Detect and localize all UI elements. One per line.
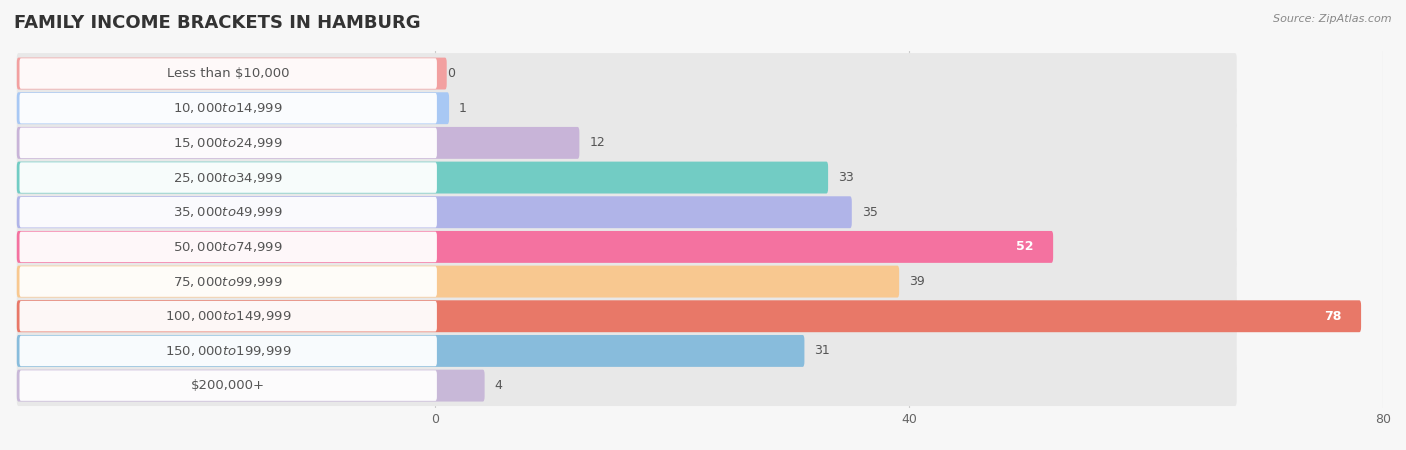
FancyBboxPatch shape bbox=[17, 296, 1237, 337]
FancyBboxPatch shape bbox=[17, 231, 1053, 263]
Text: $10,000 to $14,999: $10,000 to $14,999 bbox=[173, 101, 283, 115]
Text: $100,000 to $149,999: $100,000 to $149,999 bbox=[165, 309, 291, 323]
FancyBboxPatch shape bbox=[20, 301, 437, 332]
FancyBboxPatch shape bbox=[17, 192, 1237, 233]
FancyBboxPatch shape bbox=[17, 53, 1237, 94]
Text: 1: 1 bbox=[460, 102, 467, 115]
Text: FAMILY INCOME BRACKETS IN HAMBURG: FAMILY INCOME BRACKETS IN HAMBURG bbox=[14, 14, 420, 32]
Text: 78: 78 bbox=[1324, 310, 1341, 323]
FancyBboxPatch shape bbox=[20, 58, 437, 89]
FancyBboxPatch shape bbox=[20, 266, 437, 297]
FancyBboxPatch shape bbox=[17, 365, 1237, 406]
FancyBboxPatch shape bbox=[17, 196, 852, 228]
FancyBboxPatch shape bbox=[20, 336, 437, 366]
Text: 35: 35 bbox=[862, 206, 877, 219]
Text: $50,000 to $74,999: $50,000 to $74,999 bbox=[173, 240, 283, 254]
FancyBboxPatch shape bbox=[20, 197, 437, 228]
Text: 12: 12 bbox=[589, 136, 605, 149]
FancyBboxPatch shape bbox=[17, 300, 1361, 332]
FancyBboxPatch shape bbox=[17, 122, 1237, 163]
Text: 31: 31 bbox=[814, 344, 830, 357]
Text: $35,000 to $49,999: $35,000 to $49,999 bbox=[173, 205, 283, 219]
FancyBboxPatch shape bbox=[20, 232, 437, 262]
Text: 39: 39 bbox=[910, 275, 925, 288]
Text: Source: ZipAtlas.com: Source: ZipAtlas.com bbox=[1274, 14, 1392, 23]
FancyBboxPatch shape bbox=[17, 157, 1237, 198]
Text: 52: 52 bbox=[1017, 240, 1033, 253]
FancyBboxPatch shape bbox=[20, 370, 437, 401]
FancyBboxPatch shape bbox=[17, 261, 1237, 302]
FancyBboxPatch shape bbox=[17, 88, 1237, 129]
Text: $150,000 to $199,999: $150,000 to $199,999 bbox=[165, 344, 291, 358]
FancyBboxPatch shape bbox=[20, 93, 437, 123]
Text: Less than $10,000: Less than $10,000 bbox=[167, 67, 290, 80]
FancyBboxPatch shape bbox=[17, 162, 828, 194]
FancyBboxPatch shape bbox=[17, 92, 449, 124]
Text: 0: 0 bbox=[447, 67, 456, 80]
FancyBboxPatch shape bbox=[17, 226, 1237, 267]
Text: $25,000 to $34,999: $25,000 to $34,999 bbox=[173, 171, 283, 184]
FancyBboxPatch shape bbox=[17, 266, 900, 297]
FancyBboxPatch shape bbox=[17, 369, 485, 401]
Text: $75,000 to $99,999: $75,000 to $99,999 bbox=[173, 274, 283, 288]
FancyBboxPatch shape bbox=[17, 127, 579, 159]
FancyBboxPatch shape bbox=[17, 58, 447, 90]
Text: $15,000 to $24,999: $15,000 to $24,999 bbox=[173, 136, 283, 150]
FancyBboxPatch shape bbox=[20, 128, 437, 158]
FancyBboxPatch shape bbox=[17, 330, 1237, 371]
Text: $200,000+: $200,000+ bbox=[191, 379, 266, 392]
FancyBboxPatch shape bbox=[20, 162, 437, 193]
Text: 33: 33 bbox=[838, 171, 853, 184]
Text: 4: 4 bbox=[495, 379, 502, 392]
FancyBboxPatch shape bbox=[17, 335, 804, 367]
